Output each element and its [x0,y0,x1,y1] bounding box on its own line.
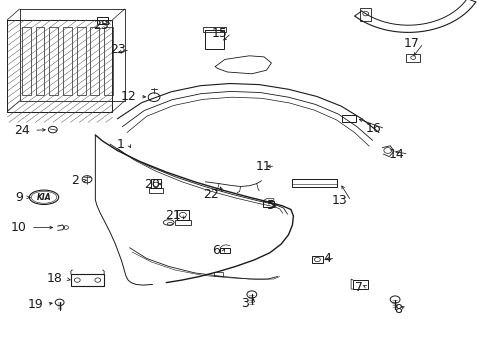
Bar [63,27,72,95]
Bar [71,274,104,286]
Text: 9: 9 [16,191,23,204]
Text: 17: 17 [403,37,419,50]
Bar [292,179,337,187]
Text: 15: 15 [211,27,227,40]
Bar [104,27,113,95]
Bar [175,220,190,225]
Text: 1: 1 [117,138,124,150]
Text: 23: 23 [110,43,126,56]
Text: 13: 13 [331,194,346,207]
Text: 4: 4 [323,252,331,265]
Bar [97,17,107,24]
Bar [205,30,224,49]
Bar [263,201,273,207]
Bar [360,8,370,21]
Text: 3: 3 [241,297,249,310]
Text: 10: 10 [11,221,27,234]
Bar [36,27,44,95]
Bar [49,27,58,95]
Bar [405,54,419,62]
Text: 21: 21 [165,209,181,222]
Text: 18: 18 [47,273,62,285]
Bar [149,188,163,193]
Text: 14: 14 [388,148,404,161]
Bar [311,256,322,263]
Text: 2: 2 [71,174,79,187]
Text: 7: 7 [354,281,362,294]
Text: 11: 11 [255,160,271,173]
Text: 25: 25 [93,19,108,32]
Bar [177,210,188,220]
Text: 19: 19 [27,298,43,311]
Bar [90,27,99,95]
Text: 22: 22 [203,188,219,201]
Bar [220,248,229,253]
Text: 8: 8 [393,303,401,316]
Text: 12: 12 [120,90,136,103]
Bar [352,280,367,289]
Text: 16: 16 [365,122,381,135]
Text: 6: 6 [212,244,220,257]
Bar [342,115,355,122]
Text: KIA: KIA [37,193,51,202]
Bar [214,272,223,276]
Text: 20: 20 [144,178,160,191]
Bar [77,27,85,95]
Bar [22,27,31,95]
Text: 24: 24 [15,124,30,137]
Text: 5: 5 [266,199,274,212]
Bar [203,27,226,32]
Bar [150,179,161,188]
